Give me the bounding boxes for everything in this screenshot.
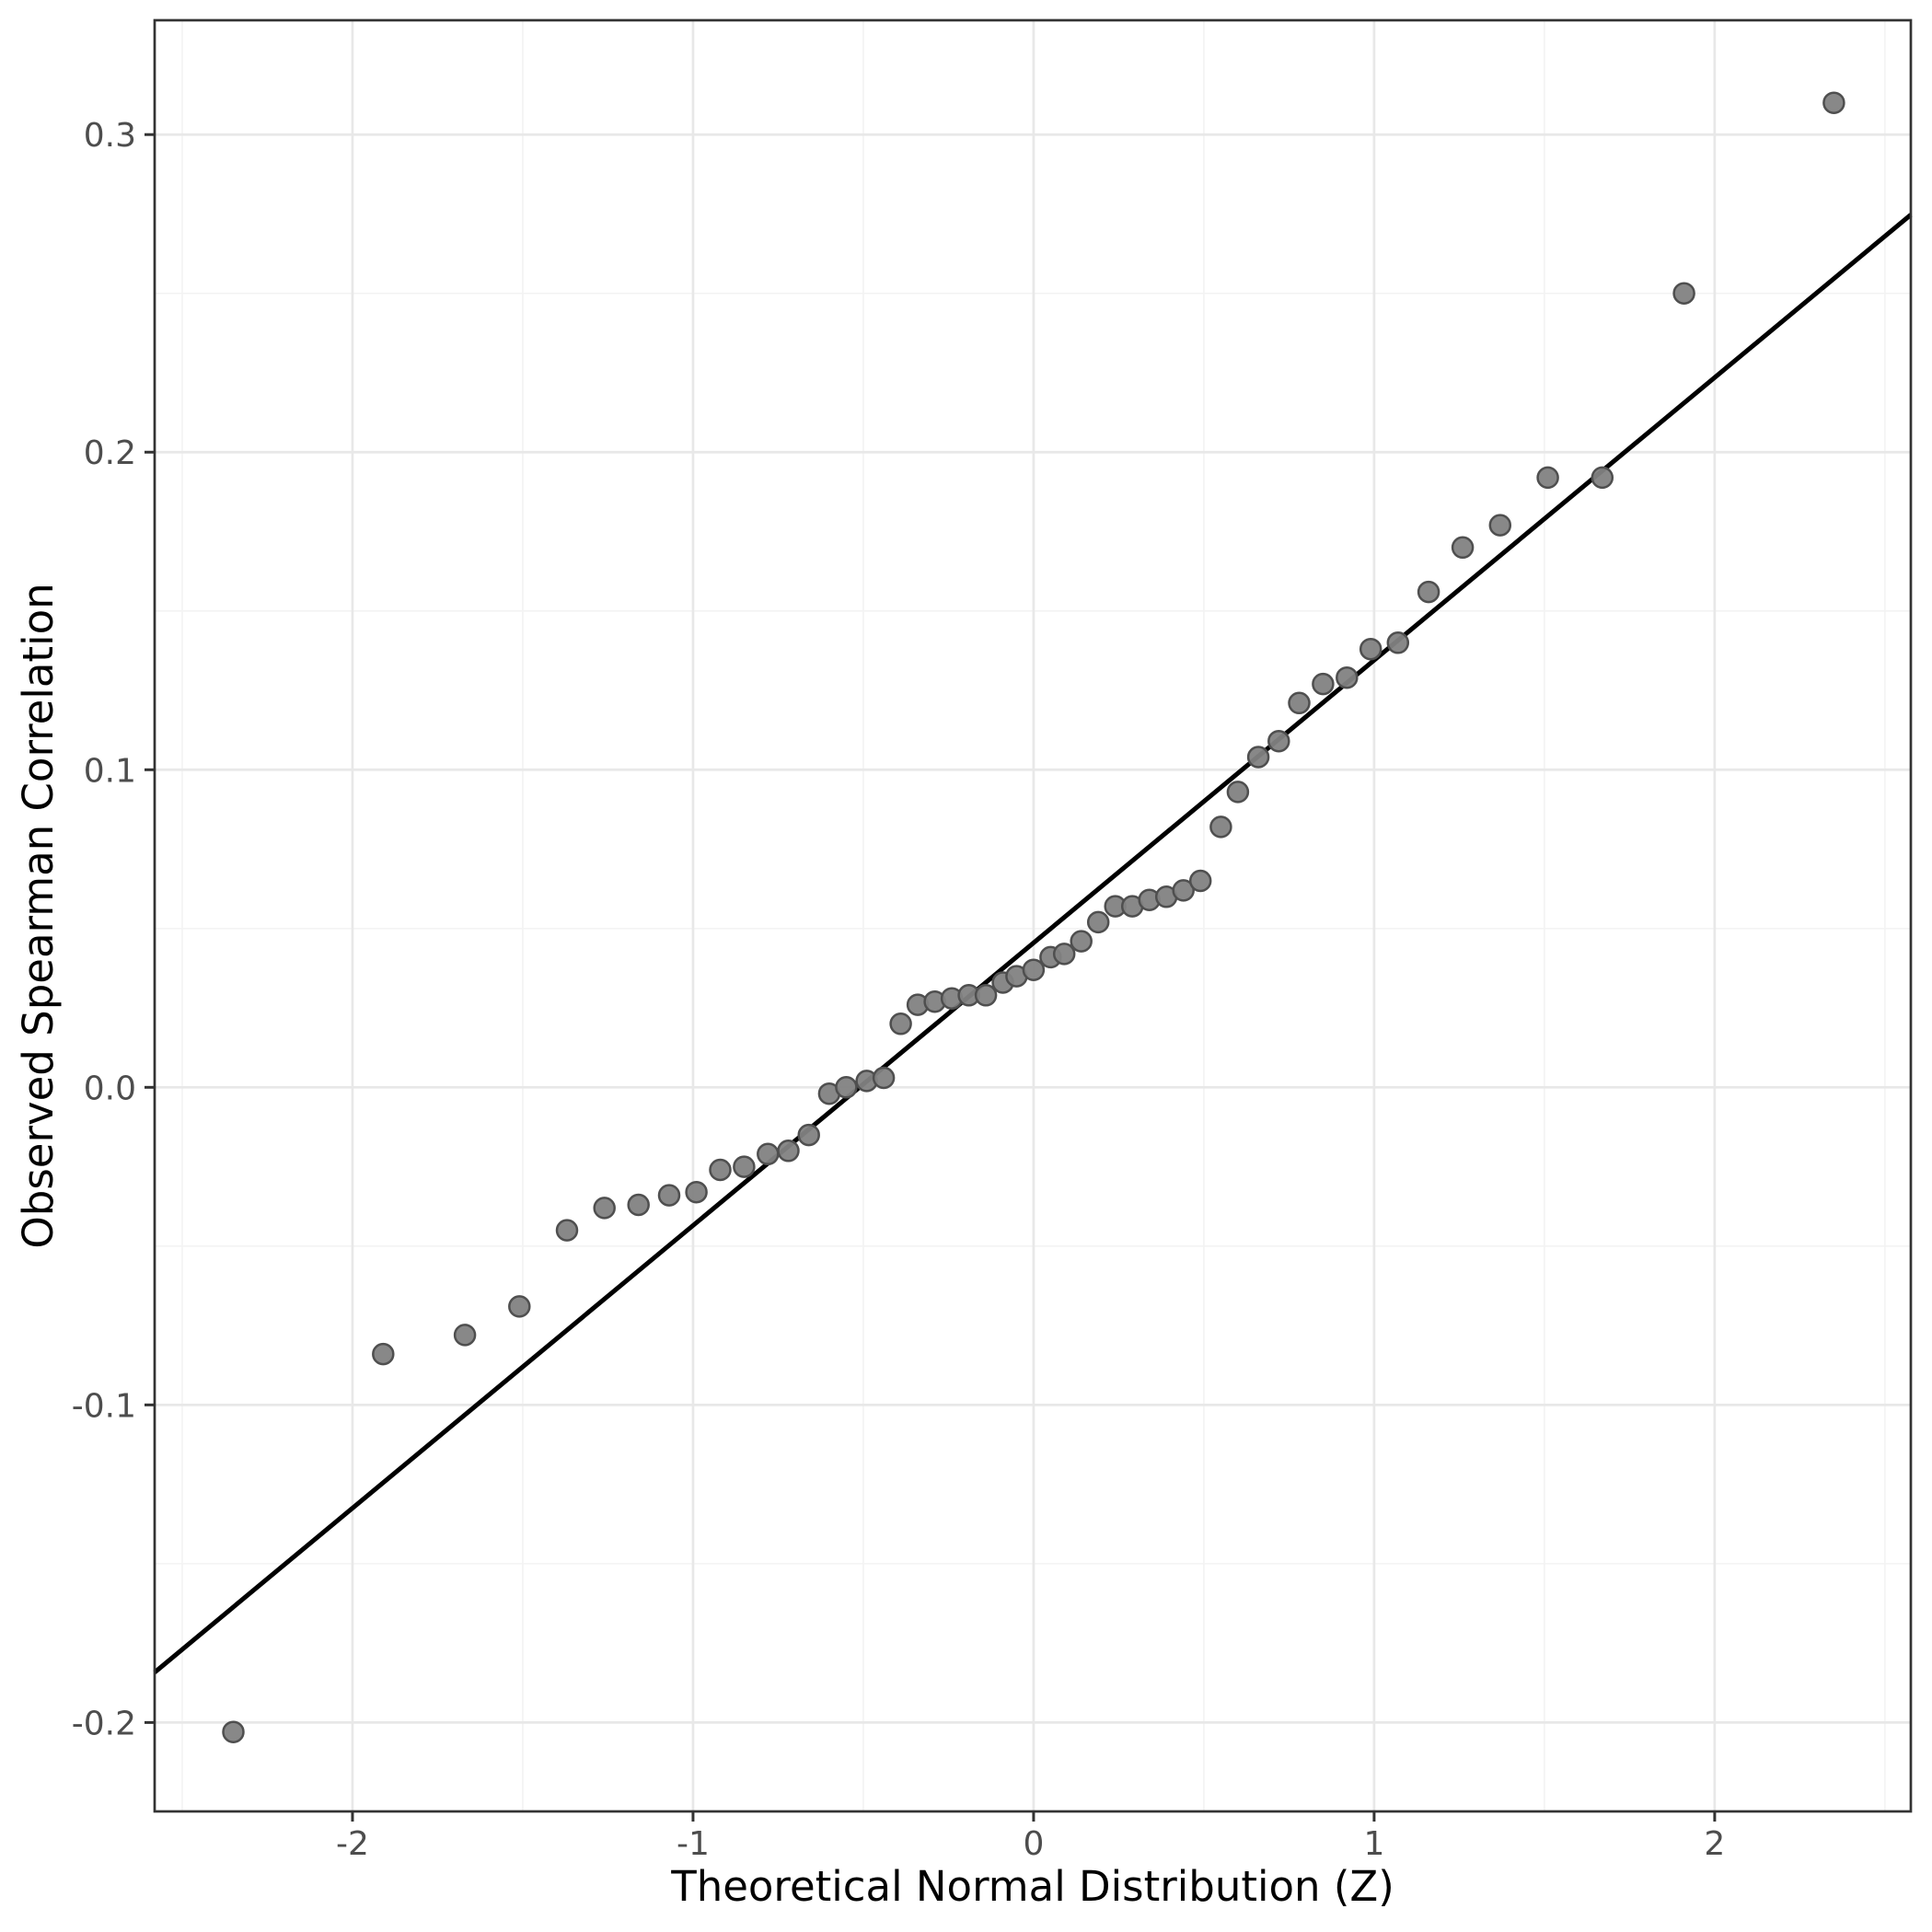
- x-axis-tick-labels: -2 -1 0 1 2: [336, 1825, 1725, 1863]
- data-point: [453, 1324, 477, 1347]
- data-point: [777, 1140, 800, 1163]
- data-point: [1172, 879, 1195, 902]
- data-point: [372, 1342, 395, 1366]
- data-point: [1451, 536, 1475, 560]
- y-axis-title: Observed Spearman Correlation: [14, 583, 63, 1248]
- data-point: [1086, 910, 1110, 934]
- x-axis-tick-marks: [351, 1811, 1717, 1822]
- data-point: [685, 1180, 708, 1204]
- x-tick-label: -1: [677, 1825, 710, 1863]
- data-point: [1417, 580, 1440, 604]
- data-point: [1267, 729, 1290, 753]
- y-axis-tick-marks: [145, 133, 155, 1724]
- data-point: [1822, 91, 1845, 114]
- data-point: [1288, 691, 1311, 715]
- data-point: [1536, 466, 1559, 490]
- data-point: [757, 1142, 780, 1166]
- data-point: [1672, 282, 1695, 305]
- x-axis-title: Theoretical Normal Distribution (Z): [670, 1862, 1394, 1911]
- x-tick-label: 2: [1704, 1825, 1725, 1863]
- data-point: [555, 1219, 579, 1242]
- data-point: [627, 1193, 650, 1217]
- data-point: [872, 1066, 896, 1090]
- data-point: [1209, 816, 1232, 839]
- y-tick-label: -0.1: [72, 1387, 136, 1425]
- data-point: [797, 1123, 820, 1147]
- reference-line: [153, 213, 1913, 1674]
- x-tick-label: -2: [336, 1825, 369, 1863]
- data-point: [974, 984, 998, 1007]
- data-point: [508, 1295, 531, 1318]
- data-point: [657, 1184, 681, 1207]
- data-point: [733, 1155, 756, 1178]
- data-point: [1591, 466, 1614, 490]
- data-point: [1052, 943, 1076, 966]
- major-gridlines: [155, 20, 1911, 1811]
- y-tick-label: 0.1: [84, 752, 136, 790]
- data-point: [1336, 665, 1359, 689]
- data-point: [1246, 746, 1270, 769]
- data-point: [593, 1197, 616, 1220]
- data-point: [835, 1076, 858, 1099]
- data-point: [222, 1720, 245, 1743]
- data-point: [1386, 631, 1410, 654]
- y-axis-tick-labels: 0.3 0.2 0.1 0.0 -0.1 -0.2: [72, 117, 136, 1742]
- y-tick-label: 0.3: [84, 117, 136, 155]
- x-tick-label: 0: [1023, 1825, 1044, 1863]
- data-point: [709, 1158, 732, 1182]
- y-tick-label: 0.0: [84, 1070, 136, 1107]
- data-point: [1022, 958, 1046, 981]
- y-tick-label: 0.2: [84, 434, 136, 472]
- data-point: [1488, 514, 1512, 537]
- y-tick-label: -0.2: [72, 1705, 136, 1742]
- x-tick-label: 1: [1363, 1825, 1384, 1863]
- data-point: [1226, 781, 1250, 804]
- data-point: [1359, 637, 1382, 661]
- data-point: [1312, 672, 1335, 696]
- data-point: [889, 1012, 912, 1035]
- data-points: [222, 91, 1845, 1743]
- data-point: [1070, 930, 1093, 953]
- data-point: [1188, 869, 1212, 893]
